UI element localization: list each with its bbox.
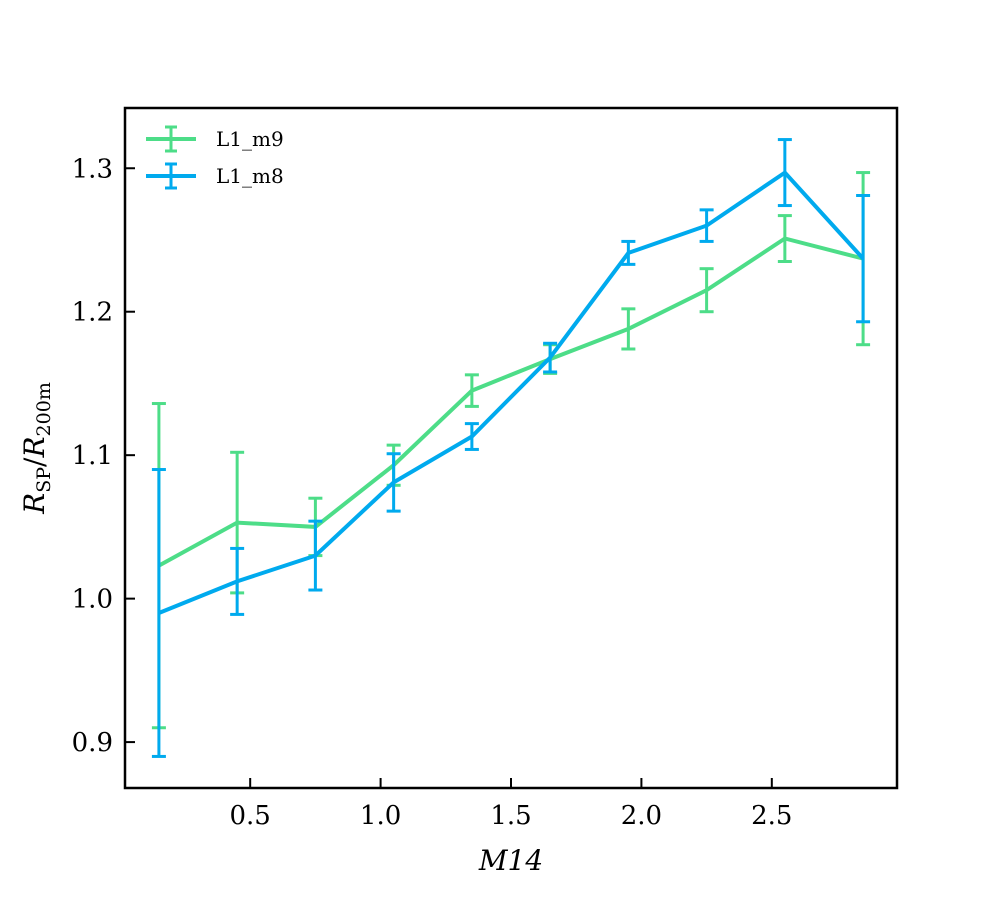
y-tick-label: 1.2 [72, 298, 113, 328]
x-tick-label: 1.5 [490, 801, 531, 831]
legend: L1_m9 L1_m8 [146, 125, 284, 190]
y-tick-label: 1.3 [72, 154, 113, 184]
x-tick-label: 2.5 [751, 801, 792, 831]
series-L1_m8 [151, 138, 871, 758]
plot-area [125, 108, 897, 788]
series-line [158, 169, 865, 615]
x-axis-label: M14 [478, 844, 543, 877]
x-tick-label: 1.0 [360, 801, 401, 831]
legend-item: L1_m8 [146, 162, 284, 190]
legend-label: L1_m8 [216, 164, 284, 188]
x-tick-label: 0.5 [230, 801, 271, 831]
y-tick-label: 1.0 [72, 585, 113, 615]
y-tick-label: 0.9 [72, 728, 113, 758]
x-tick-label: 2.0 [621, 801, 662, 831]
legend-label: L1_m9 [216, 127, 284, 151]
y-tick-label: 1.1 [72, 441, 113, 471]
y-axis-label: RSP/R200m [18, 382, 55, 515]
legend-item: L1_m9 [146, 125, 284, 153]
series-layer [151, 138, 871, 758]
series-line [157, 236, 864, 568]
ticks-layer: 0.5 1.0 1.5 2.0 2.5 0.9 1.0 1.1 1.2 1.3 [72, 154, 793, 831]
